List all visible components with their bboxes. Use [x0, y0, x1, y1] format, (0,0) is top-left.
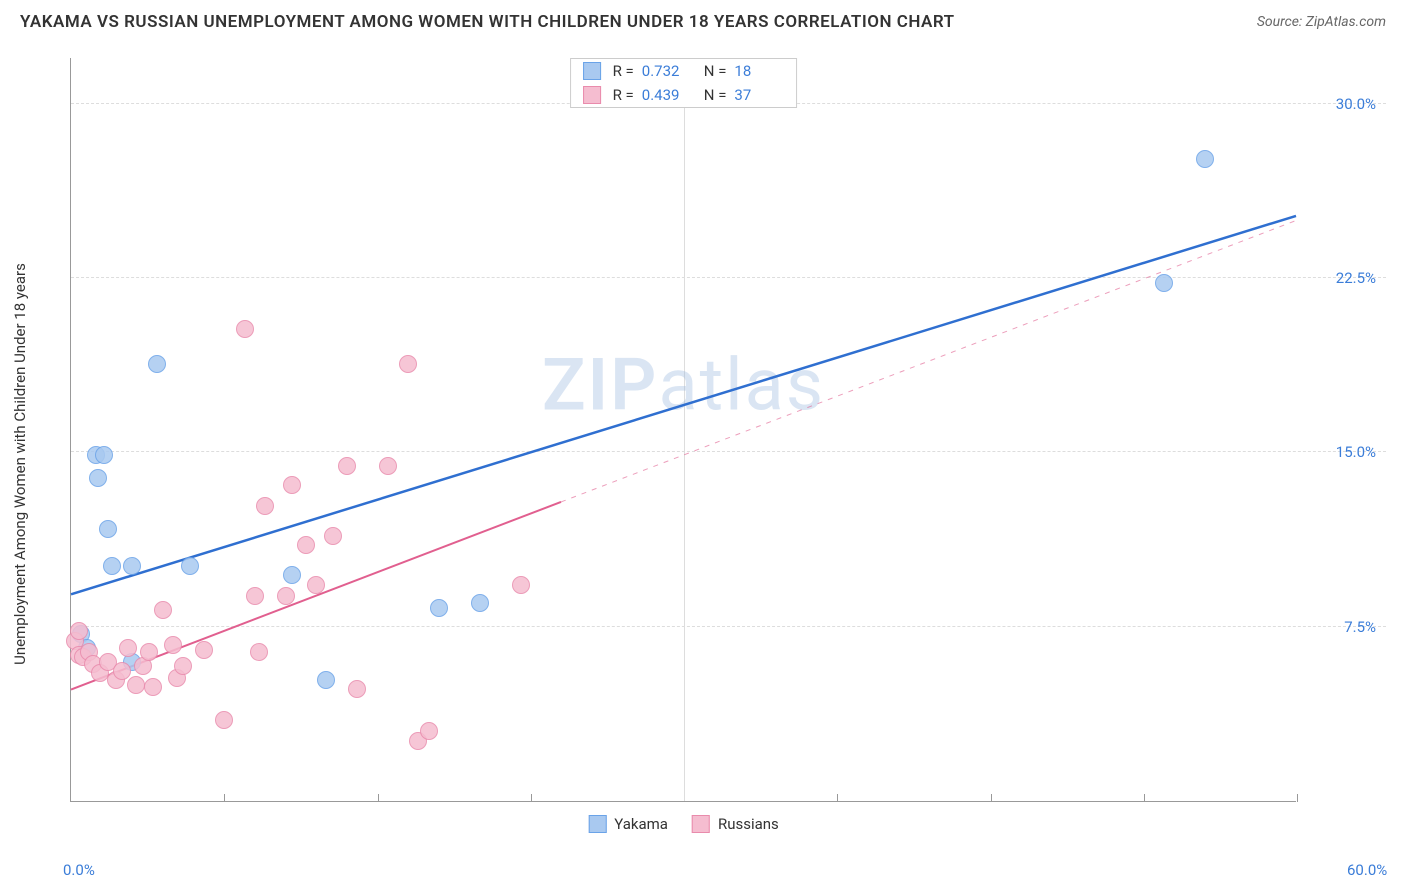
data-point [246, 587, 264, 605]
data-point [1196, 150, 1214, 168]
data-point [471, 594, 489, 612]
data-point [113, 662, 131, 680]
stat-value-r: 0.732 [642, 62, 692, 80]
legend-stat-row: R = 0.439 N = 37 [571, 83, 797, 107]
data-point [89, 469, 107, 487]
legend-item: Russians [692, 815, 779, 833]
stat-label: N = [704, 62, 727, 80]
legend-swatch-icon [583, 86, 601, 104]
data-point [195, 641, 213, 659]
data-point [181, 557, 199, 575]
data-point [307, 576, 325, 594]
data-point [379, 457, 397, 475]
data-point [140, 643, 158, 661]
legend-item: Yakama [588, 815, 668, 833]
stat-label: R = [613, 62, 634, 80]
data-point [250, 643, 268, 661]
y-axis-label: Unemployment Among Women with Children U… [11, 263, 29, 665]
data-point [144, 678, 162, 696]
trend-line-dashed [561, 221, 1296, 502]
stat-label: N = [704, 86, 727, 104]
data-point [70, 622, 88, 640]
y-tick-label: 15.0% [1336, 443, 1376, 461]
data-point [1155, 274, 1173, 292]
data-point [348, 680, 366, 698]
stat-value-n: 18 [734, 62, 784, 80]
data-point [215, 711, 233, 729]
data-point [103, 557, 121, 575]
legend-label: Yakama [614, 815, 668, 833]
data-point [420, 722, 438, 740]
data-point [256, 497, 274, 515]
data-point [154, 601, 172, 619]
chart-title: YAKAMA VS RUSSIAN UNEMPLOYMENT AMONG WOM… [20, 12, 955, 32]
data-point [148, 355, 166, 373]
plot-area: ZIPatlas R =0.732N =18R =0.439N =37 Yaka… [70, 58, 1296, 802]
y-tick-label: 30.0% [1336, 95, 1376, 113]
data-point [317, 671, 335, 689]
data-point [512, 576, 530, 594]
data-point [127, 676, 145, 694]
data-point [164, 636, 182, 654]
trend-line [71, 216, 1296, 594]
data-point [236, 320, 254, 338]
data-point [277, 587, 295, 605]
series-legend: Yakama Russians [588, 815, 779, 833]
stat-value-n: 37 [734, 86, 784, 104]
x-tick-label: 60.0% [1347, 861, 1387, 879]
data-point [99, 520, 117, 538]
trend-lines-svg [71, 58, 1296, 801]
data-point [399, 355, 417, 373]
data-point [95, 446, 113, 464]
data-point [283, 566, 301, 584]
stat-label: R = [613, 86, 634, 104]
legend-label: Russians [718, 815, 779, 833]
data-point [297, 536, 315, 554]
data-point [430, 599, 448, 617]
legend-stat-row: R = 0.732 N = 18 [571, 59, 797, 83]
data-point [324, 527, 342, 545]
legend-swatch-icon [692, 815, 710, 833]
chart-container: Unemployment Among Women with Children U… [50, 48, 1386, 862]
correlation-legend: R = 0.732 N = 18 R = 0.439 N = 37 [570, 58, 798, 108]
data-point [338, 457, 356, 475]
legend-swatch-icon [588, 815, 606, 833]
stat-value-r: 0.439 [642, 86, 692, 104]
y-tick-label: 7.5% [1344, 618, 1376, 636]
y-tick-label: 22.5% [1336, 269, 1376, 287]
legend-swatch-icon [583, 62, 601, 80]
data-point [123, 557, 141, 575]
data-point [174, 657, 192, 675]
data-point [283, 476, 301, 494]
data-point [119, 639, 137, 657]
x-tick-label: 0.0% [63, 861, 95, 879]
chart-source: Source: ZipAtlas.com [1257, 14, 1386, 30]
grid-line-v [1297, 794, 1298, 802]
